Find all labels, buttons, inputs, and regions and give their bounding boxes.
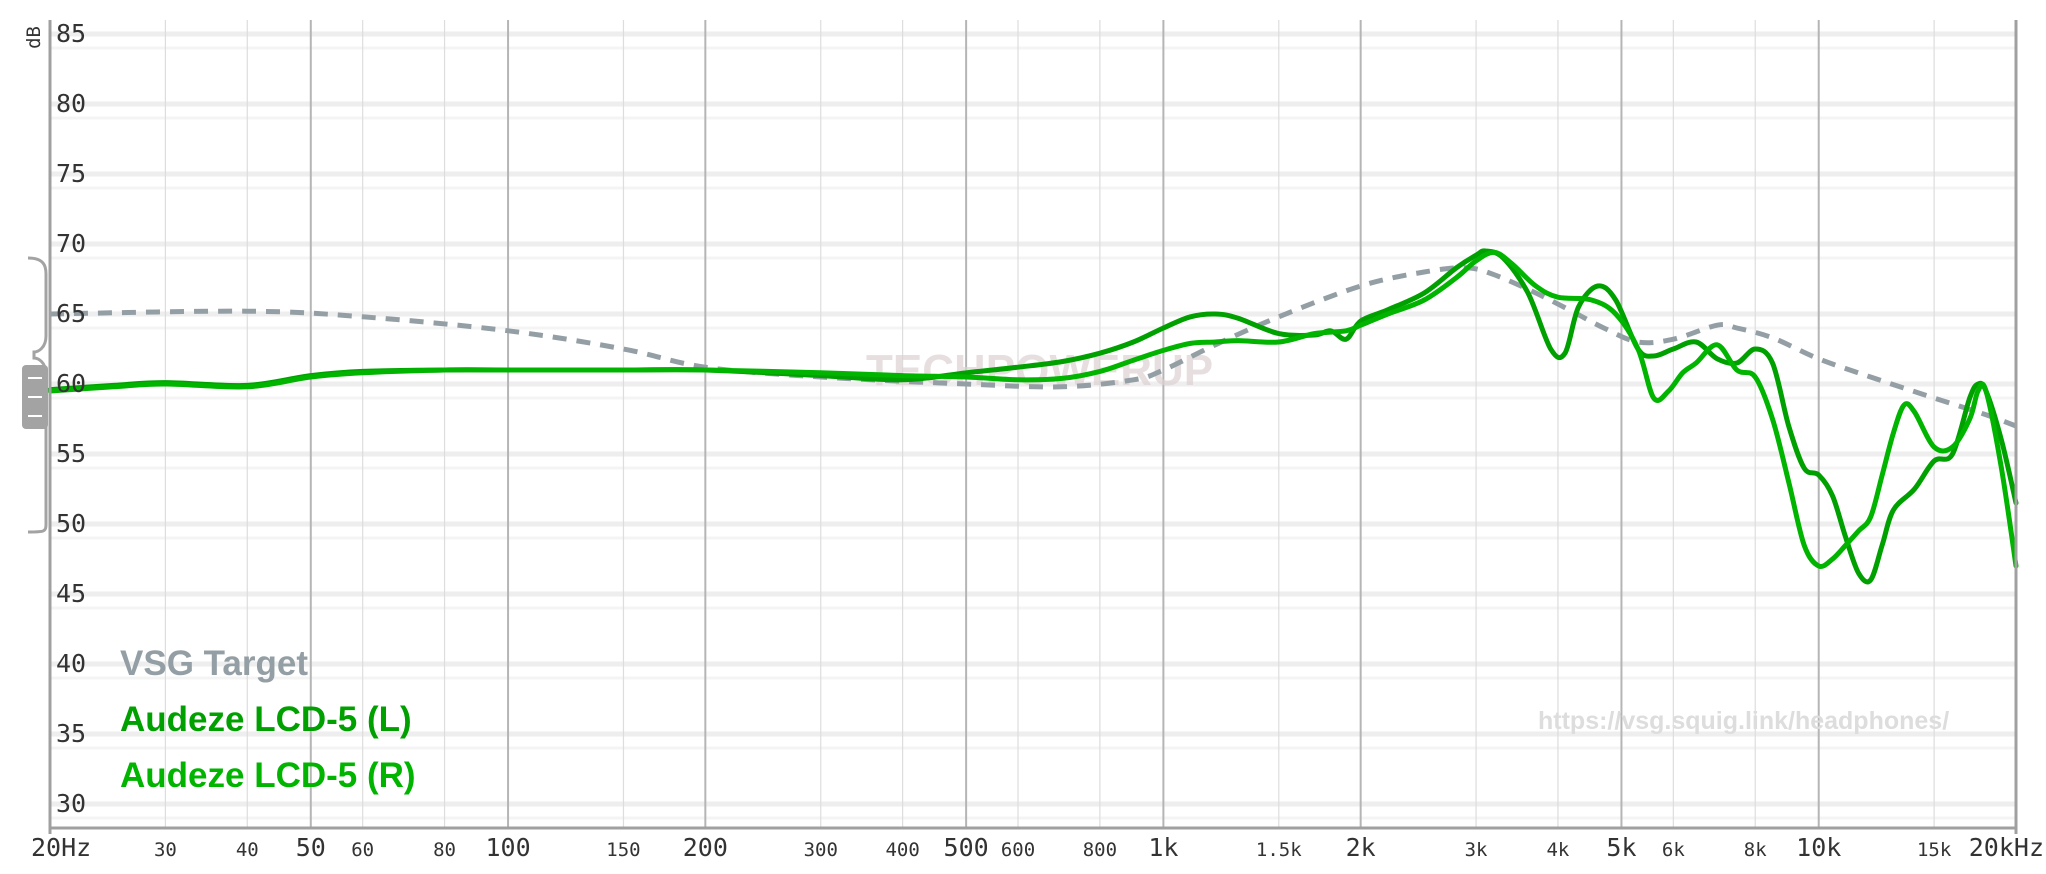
y-tick-label: 85 (56, 19, 86, 48)
x-tick-label: 1k (1148, 833, 1178, 862)
y-tick-label: 35 (56, 719, 86, 748)
y-tick-label: 70 (56, 229, 86, 258)
y-tick-label: 45 (56, 579, 86, 608)
series-line-2[interactable] (47, 249, 2019, 569)
x-tick-label: 20kHz (1969, 833, 2044, 862)
x-tick-label: 200 (683, 833, 728, 862)
legend-item-2[interactable]: Audeze LCD-5 (R) (120, 756, 416, 795)
y-tick-label: 50 (56, 509, 86, 538)
y-scale-drag-handle[interactable] (22, 256, 48, 534)
axes: 30 35 40 45 50 55 60 65 70 75 80 85 20Hz 30 40 50 60 80 10… (31, 19, 2044, 862)
x-tick-label: 15k (1917, 839, 1952, 861)
x-tick-label: 10k (1796, 833, 1841, 862)
x-tick-label: 300 (804, 839, 838, 861)
y-tick-label: 55 (56, 439, 86, 468)
y-tick-label: 30 (56, 789, 86, 818)
source-url: https://vsg.squig.link/headphones/ (1538, 707, 1949, 735)
y-tick-label: 40 (56, 649, 86, 678)
x-tick-label: 100 (485, 833, 530, 862)
y-tick-label: 75 (56, 159, 86, 188)
x-tick-label: 20Hz (31, 833, 91, 862)
x-tick-label: 50 (296, 833, 326, 862)
y-tick-label: 60 (56, 369, 86, 398)
series-line-1[interactable] (47, 248, 2019, 585)
x-tick-label: 4k (1546, 839, 1569, 861)
x-tick-label: 6k (1662, 839, 1685, 861)
y-tick-label: 65 (56, 299, 86, 328)
x-tick-label: 150 (606, 839, 640, 861)
x-tick-label: 30 (154, 839, 177, 861)
x-tick-label: 5k (1606, 833, 1636, 862)
x-tick-label: 8k (1744, 839, 1767, 861)
x-tick-label: 1.5k (1256, 839, 1302, 861)
series-layer (47, 248, 2019, 585)
y-tick-label: 80 (56, 89, 86, 118)
x-tick-label: 400 (885, 839, 919, 861)
x-tick-label: 40 (236, 839, 259, 861)
x-tick-label: 800 (1083, 839, 1117, 861)
legend-item-0[interactable]: VSG Target (120, 644, 308, 683)
grid (49, 20, 2017, 828)
x-tick-label: 3k (1465, 839, 1488, 861)
x-tick-label: 500 (944, 833, 989, 862)
legend-item-1[interactable]: Audeze LCD-5 (L) (120, 700, 412, 739)
legend: VSG Target Audeze LCD-5 (L) Audeze LCD-5 (… (120, 644, 416, 795)
x-tick-label: 2k (1346, 833, 1376, 862)
handle-bracket (27, 256, 48, 534)
y-unit-label: dB (23, 26, 45, 49)
x-tick-label: 80 (433, 839, 456, 861)
x-tick-label: 60 (351, 839, 374, 861)
series-line-0[interactable] (49, 265, 2017, 429)
x-tick-label: 600 (1001, 839, 1035, 861)
